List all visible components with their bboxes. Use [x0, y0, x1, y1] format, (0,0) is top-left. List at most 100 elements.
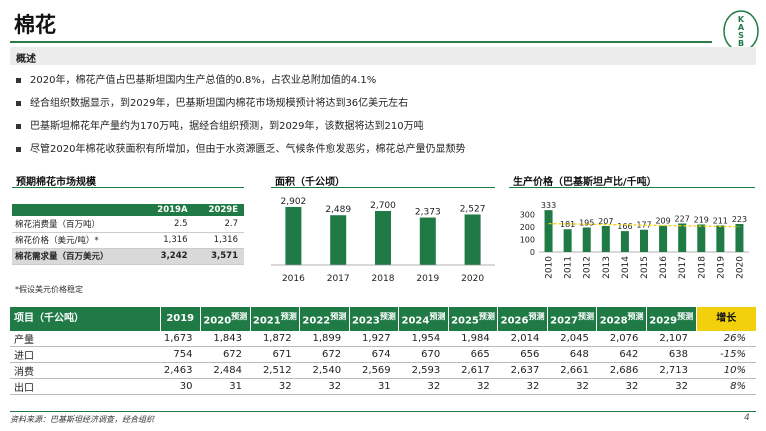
price-bar — [640, 229, 648, 252]
price-value-label: 227 — [675, 214, 690, 223]
row-label: 出口 — [10, 378, 160, 395]
value-cell: 32 — [596, 378, 647, 395]
market-table: 2019A 2029E 棉花消费量（百万吨） 2.5 2.7 棉花价格（美元/吨… — [12, 204, 244, 265]
price-bar — [601, 225, 610, 252]
value-cell: 638 — [646, 346, 696, 363]
market-row: 棉花价格（美元/吨）* 1,316 1,316 — [12, 232, 244, 249]
value-cell: 32 — [497, 378, 548, 395]
year-header: 2021预测 — [249, 307, 300, 331]
year-header: 2025预测 — [447, 307, 498, 331]
area-bar — [285, 206, 302, 265]
market-col-header — [12, 204, 142, 216]
price-bar — [735, 223, 744, 252]
value-cell: 2,713 — [646, 362, 696, 379]
year-header: 2027预测 — [546, 307, 597, 331]
price-x-label: 2019 — [716, 256, 726, 279]
market-cell: 2.7 — [193, 216, 244, 233]
svg-text:A: A — [738, 23, 745, 32]
price-value-label: 181 — [560, 220, 575, 229]
year-header: 2020预测 — [199, 307, 251, 331]
row-label: 产量 — [10, 331, 160, 347]
price-bar — [716, 225, 725, 252]
price-value-label: 209 — [655, 217, 670, 226]
value-cell: 648 — [547, 346, 597, 363]
value-cell: 32 — [448, 378, 498, 395]
market-cell: 1,316 — [142, 232, 194, 249]
area-bar — [375, 211, 391, 265]
value-cell: 2,661 — [547, 362, 597, 379]
price-x-label: 2013 — [602, 256, 612, 279]
growth-cell: 8% — [696, 378, 756, 395]
value-cell: 670 — [398, 346, 449, 363]
market-cell: 棉花需求量（百万美元） — [12, 248, 142, 265]
year-header: 2019 — [159, 307, 201, 331]
production-table: 项目（千公吨） 2019 2020预测 2021预测 2022预测 2023预测… — [10, 307, 756, 395]
market-row: 棉花消费量（百万吨） 2.5 2.7 — [12, 216, 244, 233]
value-cell: 32 — [299, 378, 350, 395]
value-cell: 2,107 — [646, 331, 696, 347]
bullet-item: 尽管2020年棉花收获面积有所增加，但由于水资源匮乏、气候条件愈发恶劣，棉花总产… — [16, 143, 756, 166]
price-heading-text: 生产价格（巴基斯坦卢比/千吨） — [513, 177, 657, 188]
price-value-label: 219 — [694, 215, 709, 224]
header-rule — [10, 41, 712, 43]
value-cell: 671 — [250, 346, 300, 363]
price-value-label: 333 — [541, 201, 556, 210]
value-cell: 2,593 — [398, 362, 449, 379]
market-cell: 棉花价格（美元/吨）* — [12, 232, 142, 249]
value-cell: 31 — [349, 378, 399, 395]
svg-text:S: S — [738, 31, 744, 40]
value-cell: 30 — [160, 378, 201, 395]
price-bar — [582, 227, 591, 252]
year-header: 2023预测 — [348, 307, 399, 331]
area-value-label: 2,373 — [415, 208, 441, 218]
value-cell: 665 — [448, 346, 498, 363]
market-cell: 3,242 — [142, 248, 194, 265]
area-heading: 面积（千公顷） — [271, 172, 495, 188]
page-number: 4 — [744, 413, 750, 423]
growth-cell: 10% — [696, 362, 756, 379]
production-header-row: 项目（千公吨） 2019 2020预测 2021预测 2022预测 2023预测… — [10, 307, 756, 331]
price-heading: 生产价格（巴基斯坦卢比/千吨） — [509, 172, 755, 188]
price-x-label: 2011 — [564, 256, 574, 279]
value-cell: 32 — [250, 378, 300, 395]
area-value-label: 2,527 — [460, 204, 486, 214]
year-header: 2026预测 — [497, 307, 548, 331]
value-cell: 1,872 — [250, 331, 300, 347]
value-cell: 754 — [160, 346, 201, 363]
market-col-header: 2019A — [142, 204, 194, 216]
market-total-row: 棉花需求量（百万美元） 3,242 3,571 — [12, 248, 244, 265]
value-cell: 1,899 — [299, 331, 350, 347]
price-value-label: 207 — [598, 217, 613, 226]
year-header: 2022预测 — [299, 307, 350, 331]
value-cell: 674 — [349, 346, 399, 363]
growth-header: 增长 — [695, 307, 756, 331]
price-y-tick: 200 — [520, 223, 535, 232]
value-cell: 2,076 — [596, 331, 647, 347]
price-x-label: 2017 — [678, 256, 688, 279]
overview-band: 概述 — [10, 47, 756, 65]
bullet-item: 经合组织数据显示，到2029年，巴基斯坦国内棉花市场规模预计将达到36亿美元左右 — [16, 97, 756, 120]
production-row: 产量 1,673 1,843 1,872 1,899 1,927 1,954 1,984 2,0… — [10, 331, 756, 347]
area-value-label: 2,700 — [370, 201, 396, 211]
price-bar — [563, 229, 572, 252]
value-cell: 2,014 — [497, 331, 548, 347]
year-header: 2029预测 — [645, 307, 696, 331]
price-x-label: 2010 — [545, 256, 555, 279]
price-x-label: 2012 — [583, 256, 593, 279]
value-cell: 32 — [646, 378, 696, 395]
price-bar — [678, 223, 687, 252]
area-bar — [419, 217, 436, 265]
footer-rule — [10, 411, 756, 412]
area-heading-text: 面积（千公顷） — [275, 177, 345, 188]
value-cell: 2,463 — [160, 362, 201, 379]
source-note: 资料来源：巴基斯坦经济调查，经合组织 — [10, 415, 154, 424]
value-cell: 32 — [547, 378, 597, 395]
market-header-row: 2019A 2029E — [12, 204, 244, 216]
value-cell: 31 — [200, 378, 251, 395]
price-value-label: 211 — [713, 216, 728, 225]
price-x-label: 2014 — [621, 256, 631, 279]
production-row: 进口 754 672 671 672 674 670 665 656 648 642 638 -15% — [10, 346, 756, 363]
area-value-label: 2,489 — [325, 205, 351, 215]
price-bar — [659, 225, 668, 252]
row-label: 进口 — [10, 346, 160, 363]
